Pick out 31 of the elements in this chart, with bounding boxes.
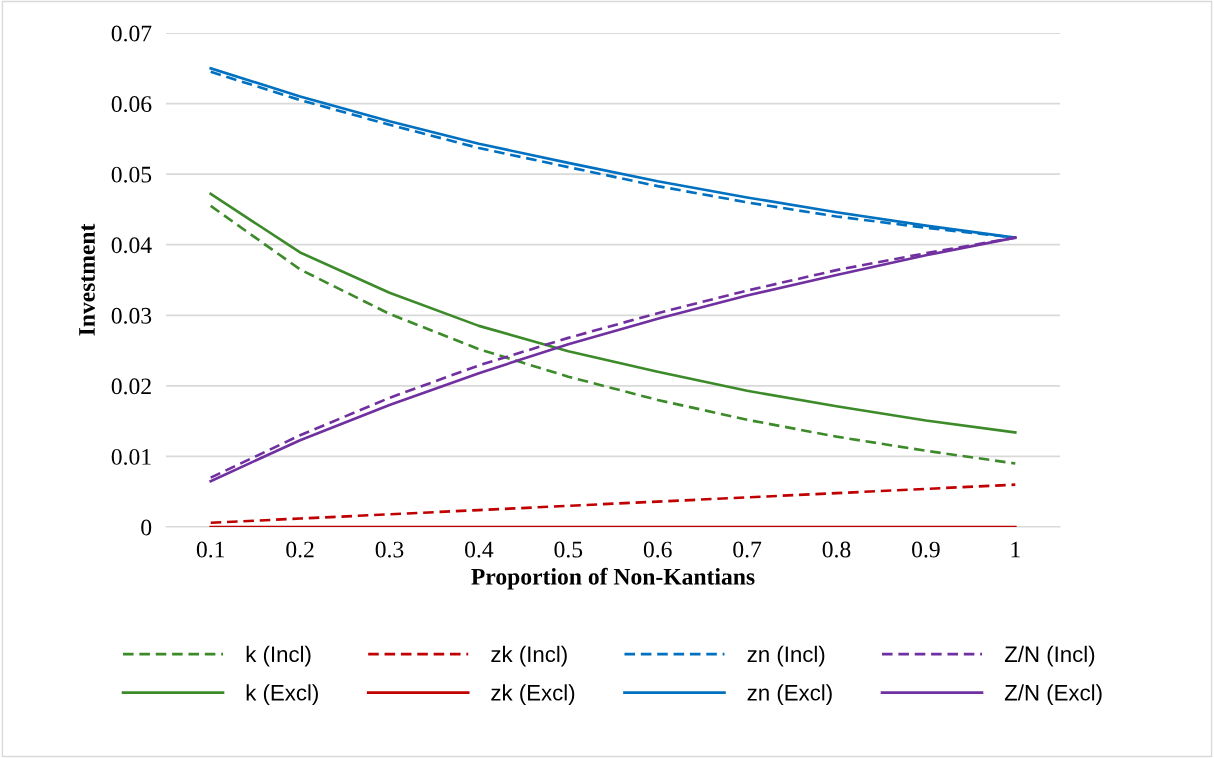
legend-label: Z/N (Excl) [1004,684,1102,705]
legend-label: zn (Excl) [747,684,832,705]
x-tick-label: 0.7 [733,541,762,558]
x-tick-label: 0.9 [912,541,940,558]
legend-label: zk (Incl) [491,645,567,667]
legend-label: zk (Excl) [491,684,575,705]
legend-label: k (Incl) [246,645,311,667]
line-series [209,483,1017,525]
x-tick-label: 0.3 [375,541,404,558]
legend-label: k (Excl) [246,684,318,705]
line-series [209,204,1017,465]
x-tick-label: 0.5 [554,541,583,558]
x-tick-label: 0.1 [196,541,225,558]
x-tick-label: 0.2 [286,541,314,558]
x-tick-label: 0.6 [643,541,672,558]
y-tick-label: 0.06 [111,96,152,113]
y-tick-label: 0.01 [111,448,151,465]
x-tick-label: 0.4 [465,541,494,558]
legend-label: Z/N (Incl) [1004,645,1095,667]
y-axis-title: Investment [79,223,95,336]
y-tick-label: 0.03 [111,307,152,324]
y-tick-label: 0 [141,519,152,536]
x-tick-label: 0.8 [822,541,851,558]
y-tick-label: 0.05 [111,166,152,183]
legend-label: zn (Incl) [747,645,825,667]
line-series [209,192,1017,434]
x-tick-label: 1 [1011,541,1020,558]
y-tick-label: 0.04 [111,237,152,254]
y-tick-label: 0.02 [111,378,151,395]
y-tick-label: 0.07 [111,25,152,42]
x-axis-title: Proportion of Non-Kantians [471,567,755,590]
